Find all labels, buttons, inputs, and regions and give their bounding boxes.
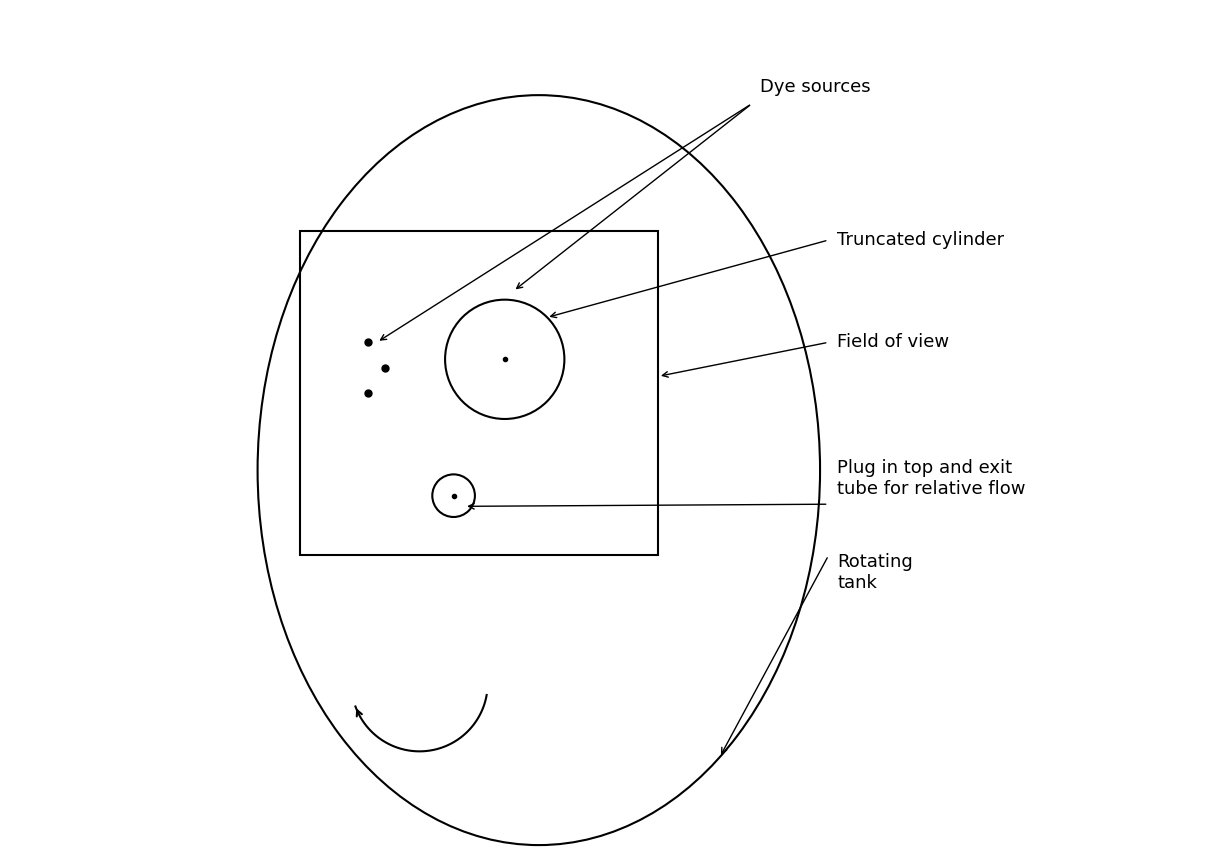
- Text: Dye sources: Dye sources: [760, 78, 870, 96]
- Text: Plug in top and exit
tube for relative flow: Plug in top and exit tube for relative f…: [838, 459, 1026, 498]
- Bar: [300, 232, 658, 556]
- Text: Rotating
tank: Rotating tank: [838, 553, 913, 592]
- Text: Truncated cylinder: Truncated cylinder: [838, 231, 1004, 249]
- Text: Field of view: Field of view: [838, 333, 949, 351]
